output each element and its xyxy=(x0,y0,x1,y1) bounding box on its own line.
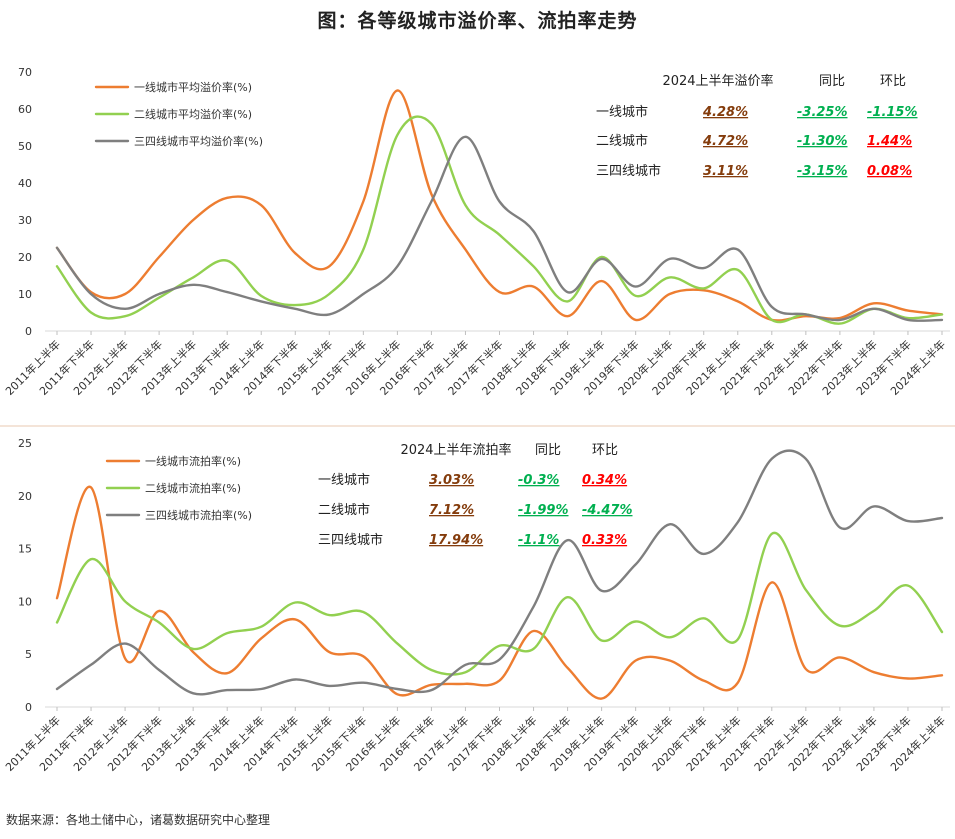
y-tick-label: 0 xyxy=(25,325,32,338)
legend-entry: 三四线城市流拍率(%) xyxy=(145,508,252,522)
table-value: 3.03% xyxy=(429,473,474,488)
series-line-2 xyxy=(55,531,944,676)
table-header: 同比 xyxy=(535,443,561,458)
y-tick-label: 0 xyxy=(25,701,32,714)
table-mom: 0.08% xyxy=(867,164,912,179)
legend-entry: 一线城市流拍率(%) xyxy=(145,454,241,468)
table-row-name: 二线城市 xyxy=(596,133,648,149)
table-row-name: 三四线城市 xyxy=(596,163,661,179)
legend-entry: 一线城市平均溢价率(%) xyxy=(134,80,252,94)
table-mom: -4.47% xyxy=(582,503,633,518)
table-header: 同比 xyxy=(819,74,845,89)
table-mom: 0.34% xyxy=(582,473,627,488)
y-tick-label: 25 xyxy=(18,437,32,450)
page-title: 图：各等级城市溢价率、流拍率走势 xyxy=(317,10,638,32)
y-tick-label: 60 xyxy=(18,103,32,116)
table-value: 4.28% xyxy=(702,105,748,120)
legend-entry: 三四线城市平均溢价率(%) xyxy=(134,134,263,148)
table-mom: 1.44% xyxy=(867,134,912,149)
y-tick-label: 5 xyxy=(25,648,32,661)
table-header: 环比 xyxy=(880,74,906,89)
table-yoy: -0.3% xyxy=(518,473,559,488)
table-header: 环比 xyxy=(592,443,618,458)
series-line-1 xyxy=(55,485,944,700)
y-tick-label: 70 xyxy=(18,66,32,79)
table-mom: -1.15% xyxy=(867,105,918,120)
series-line-2 xyxy=(55,115,944,325)
table-mom: 0.33% xyxy=(582,533,627,548)
table-yoy: -1.30% xyxy=(797,134,848,149)
y-tick-label: 50 xyxy=(18,140,32,153)
y-tick-label: 15 xyxy=(18,543,32,556)
table-row-name: 一线城市 xyxy=(318,472,370,488)
table-yoy: -3.15% xyxy=(797,164,848,179)
table-yoy: -1.1% xyxy=(518,533,559,548)
legend-entry: 二线城市平均溢价率(%) xyxy=(134,107,252,121)
y-tick-label: 20 xyxy=(18,490,32,503)
series-line-3 xyxy=(55,135,944,322)
table-value: 7.12% xyxy=(429,503,474,518)
table-yoy: -1.99% xyxy=(518,503,569,518)
table-yoy: -3.25% xyxy=(797,105,848,120)
failed-auction-rate-chart: 05101520252011年上半年2011年下半年2012年上半年2012年下… xyxy=(2,437,950,774)
data-source-note: 数据来源：各地土储中心，诸葛数据研究中心整理 xyxy=(6,813,271,827)
table-row-name: 二线城市 xyxy=(318,502,370,518)
table-value: 17.94% xyxy=(429,533,483,548)
premium-rate-chart: 0102030405060702011年上半年2011年下半年2012年上半年2… xyxy=(2,66,950,398)
table-row-name: 三四线城市 xyxy=(318,532,383,548)
table-value: 3.11% xyxy=(703,164,748,179)
legend-entry: 二线城市流拍率(%) xyxy=(145,481,241,495)
table-header: 2024上半年溢价率 xyxy=(662,73,773,89)
y-tick-label: 30 xyxy=(18,214,32,227)
y-tick-label: 10 xyxy=(18,595,32,608)
table-row-name: 一线城市 xyxy=(596,104,648,120)
y-tick-label: 40 xyxy=(18,177,32,190)
series-line-3 xyxy=(55,449,944,696)
y-tick-label: 10 xyxy=(18,288,32,301)
y-tick-label: 20 xyxy=(18,251,32,264)
table-value: 4.72% xyxy=(702,134,748,149)
table-header: 2024上半年流拍率 xyxy=(400,442,511,458)
